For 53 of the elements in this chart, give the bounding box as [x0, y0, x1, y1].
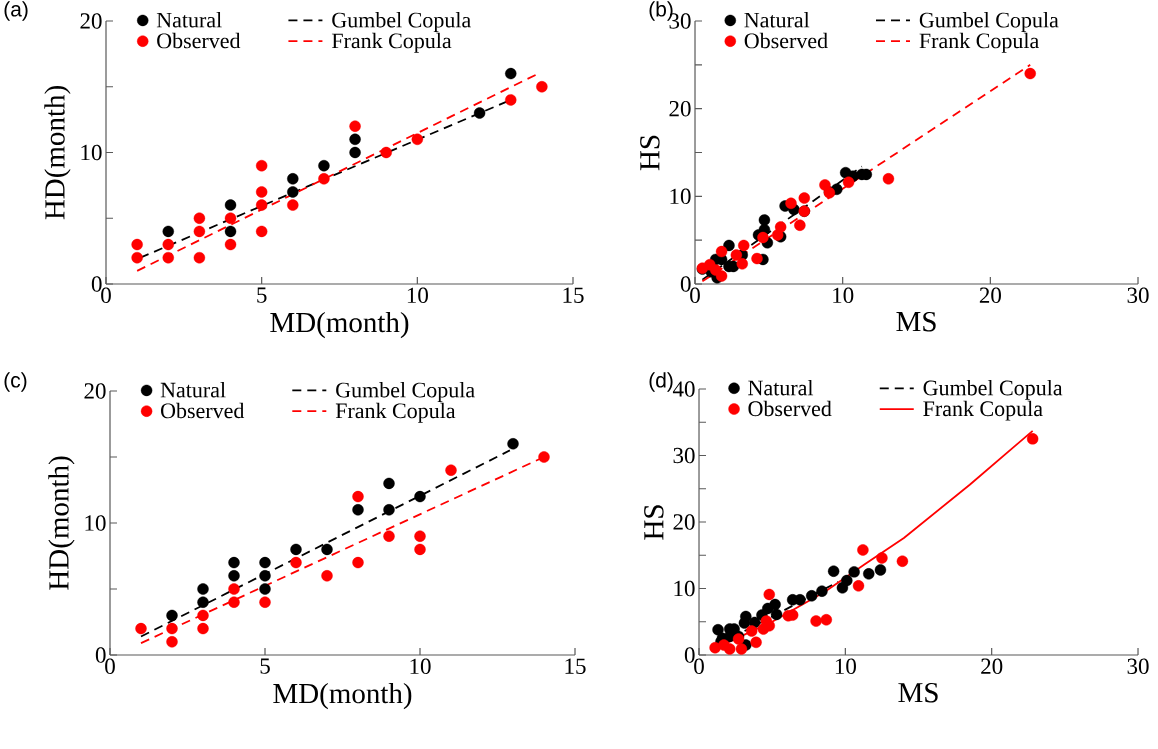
y-tick-label: 10: [85, 515, 106, 531]
x-axis-title: MD(month): [270, 311, 409, 339]
legend-label: Observed: [157, 32, 241, 49]
legend-label: Gumbel Copula: [919, 12, 1059, 32]
y-tick-label: 20: [669, 100, 691, 117]
y-axis-title: HS: [640, 135, 660, 171]
x-tick-label: 10: [410, 658, 431, 675]
y-tick-label: 20: [84, 383, 106, 399]
legend-label: Frank Copula: [331, 32, 452, 53]
x-axis-title: MS: [896, 311, 936, 332]
legend-label: Gumbel Copula: [332, 12, 471, 32]
x-tick-label: 15: [563, 287, 584, 303]
legend-label: Gumbel Copula: [336, 382, 475, 402]
y-tick-label: 20: [80, 13, 102, 29]
x-tick-label: 10: [407, 287, 428, 304]
y-tick-label: 0: [684, 647, 695, 663]
legend-label: Observed: [161, 402, 245, 419]
x-tick-label: 5: [260, 658, 270, 674]
legend-label: Observed: [744, 32, 828, 49]
chart-title: (c): [4, 372, 27, 392]
y-tick-label: 0: [95, 647, 106, 663]
chart-title: (a): [4, 1, 28, 21]
legend-label: Natural: [748, 379, 814, 396]
y-axis-title: HD(month): [44, 86, 71, 220]
x-axis-title: MD(month): [273, 682, 412, 710]
x-tick-label: 15: [565, 658, 586, 674]
x-tick-label: 20: [979, 287, 1001, 304]
x-tick-label: 5: [257, 287, 267, 303]
legend-label: Frank Copula: [919, 32, 1039, 53]
x-tick-label: 10: [835, 658, 856, 675]
legend-label: Natural: [156, 12, 222, 28]
y-tick-label: 10: [81, 144, 102, 161]
legend-label: Frank Copula: [923, 400, 1043, 421]
y-tick-label: 0: [680, 276, 691, 292]
legend-label: Gumbel Copula: [923, 379, 1063, 400]
y-tick-label: 40: [672, 381, 695, 397]
y-axis-title: HS: [644, 505, 664, 540]
y-tick-label: 0: [91, 276, 102, 292]
legend-label: Natural: [160, 382, 226, 398]
x-tick-label: 10: [833, 287, 854, 304]
x-tick-label: 30: [1127, 287, 1149, 304]
y-tick-label: 30: [673, 447, 695, 464]
chart-title: (d): [649, 372, 673, 392]
legend-label: Observed: [748, 400, 832, 417]
y-tick-label: 10: [670, 188, 691, 205]
x-tick-label: 30: [1127, 658, 1149, 675]
x-axis-title: MS: [898, 682, 938, 703]
legend-label: Frank Copula: [335, 402, 456, 423]
y-tick-label: 10: [674, 580, 695, 597]
y-axis-title: HD(month): [48, 456, 75, 590]
y-tick-label: 20: [673, 514, 695, 530]
x-tick-label: 20: [981, 658, 1003, 675]
legend-label: Natural: [744, 12, 810, 28]
